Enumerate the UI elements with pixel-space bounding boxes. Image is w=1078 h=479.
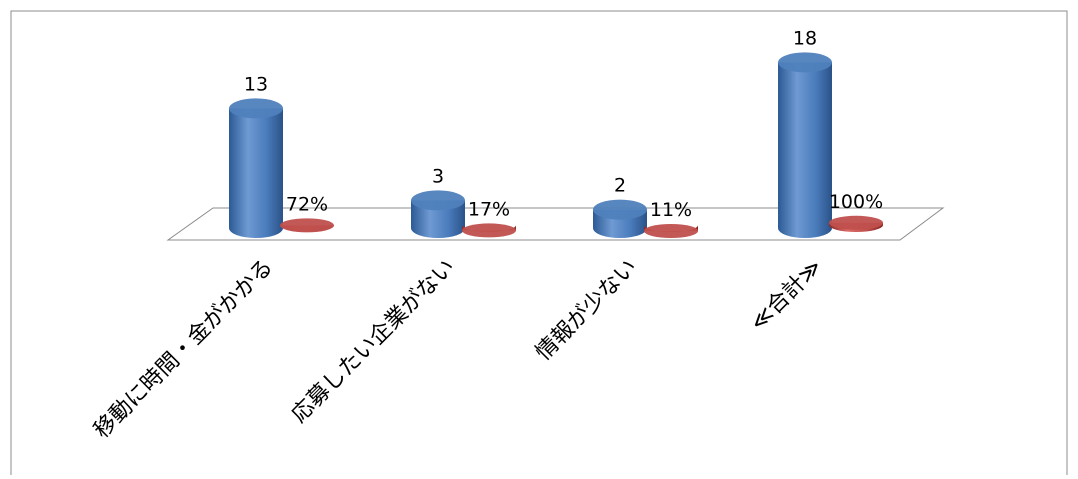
bar-top bbox=[229, 98, 283, 119]
bar-top bbox=[462, 223, 516, 238]
data-label: 13 bbox=[244, 73, 268, 95]
data-label: 17% bbox=[468, 198, 510, 220]
bar-top bbox=[411, 190, 465, 211]
data-label: 3 bbox=[432, 165, 444, 187]
chart-border bbox=[10, 10, 1068, 479]
bar-top bbox=[829, 215, 883, 230]
data-label: 2 bbox=[614, 175, 626, 197]
data-label: 72% bbox=[286, 193, 328, 215]
bar-top bbox=[593, 199, 647, 220]
bar bbox=[411, 200, 465, 238]
bar bbox=[778, 62, 832, 239]
data-label: 11% bbox=[650, 199, 692, 221]
data-label: 100% bbox=[829, 191, 883, 213]
data-label: 18 bbox=[793, 27, 817, 49]
floor bbox=[166, 207, 945, 241]
bar-top bbox=[280, 218, 334, 233]
bar-top bbox=[644, 223, 698, 238]
bar bbox=[229, 108, 283, 239]
bar-top bbox=[778, 52, 832, 73]
